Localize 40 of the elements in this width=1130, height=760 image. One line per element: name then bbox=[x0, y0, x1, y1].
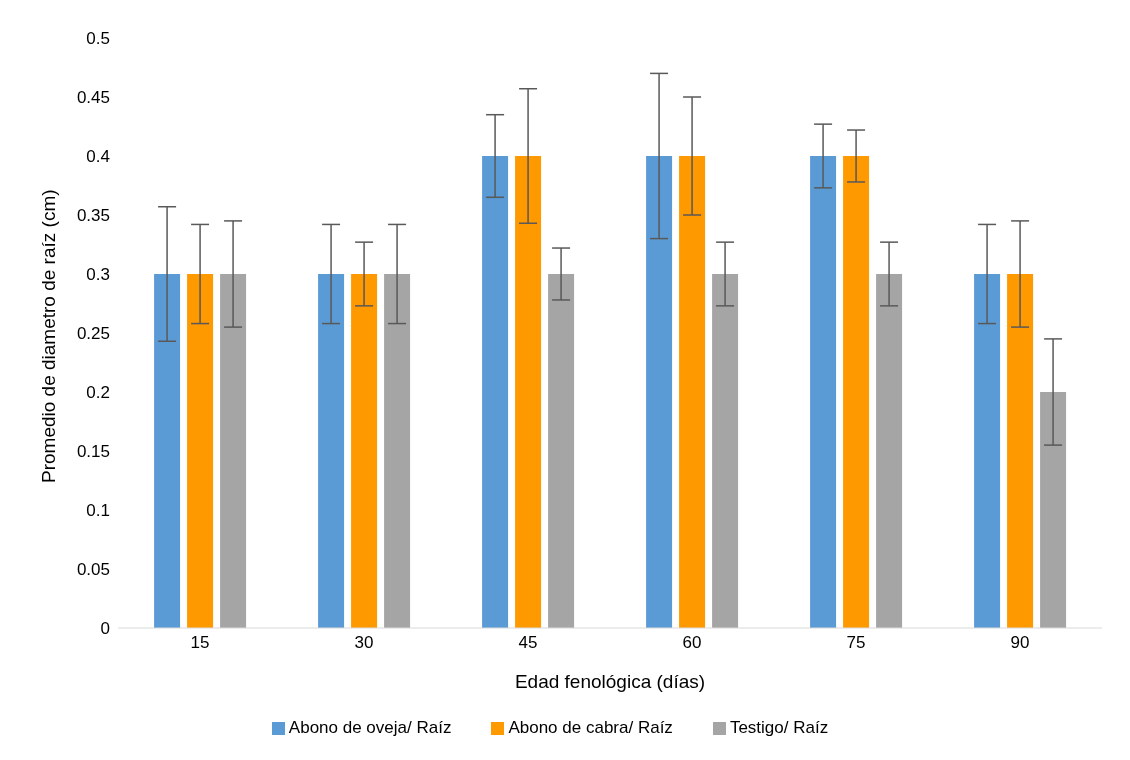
y-tick-label: 0.25 bbox=[76, 324, 110, 344]
bar bbox=[220, 274, 247, 628]
y-tick-label: 0.5 bbox=[86, 29, 110, 49]
bar bbox=[482, 156, 509, 628]
bar bbox=[876, 274, 903, 628]
y-tick-label: 0.35 bbox=[76, 206, 110, 226]
y-tick-label: 0.15 bbox=[76, 442, 110, 462]
legend-label: Testigo/ Raíz bbox=[729, 718, 829, 737]
x-tick-label: 15 bbox=[190, 633, 210, 653]
x-tick-label: 30 bbox=[354, 633, 374, 653]
bar bbox=[548, 274, 575, 628]
y-tick-label: 0.3 bbox=[86, 265, 110, 285]
bar bbox=[1040, 392, 1067, 628]
bar bbox=[154, 274, 181, 628]
y-axis-title: Promedio de diametro de raíz (cm) bbox=[37, 189, 59, 483]
bar bbox=[810, 156, 837, 628]
bar bbox=[1007, 274, 1034, 628]
legend-label: Abono de oveja/ Raíz bbox=[288, 718, 452, 737]
bar bbox=[646, 156, 673, 628]
y-tick-label: 0.1 bbox=[86, 501, 110, 521]
bar bbox=[351, 274, 378, 628]
bar bbox=[187, 274, 214, 628]
bar bbox=[974, 274, 1001, 628]
legend-label: Abono de cabra/ Raíz bbox=[508, 718, 673, 737]
x-tick-label: 45 bbox=[518, 633, 538, 653]
y-tick-label: 0.45 bbox=[76, 88, 110, 108]
bar bbox=[712, 274, 739, 628]
x-axis-title: Edad fenológica (días) bbox=[514, 671, 706, 692]
y-tick-label: 0 bbox=[100, 619, 110, 639]
bar bbox=[679, 156, 706, 628]
x-tick-label: 90 bbox=[1010, 633, 1030, 653]
bar bbox=[515, 156, 542, 628]
bar bbox=[318, 274, 345, 628]
y-tick-label: 0.4 bbox=[86, 147, 110, 167]
x-tick-label: 60 bbox=[682, 633, 702, 653]
bar bbox=[843, 156, 870, 628]
bar bbox=[384, 274, 411, 628]
x-tick-label: 75 bbox=[846, 633, 866, 653]
y-tick-label: 0.2 bbox=[86, 383, 110, 403]
y-tick-label: 0.05 bbox=[76, 560, 110, 580]
